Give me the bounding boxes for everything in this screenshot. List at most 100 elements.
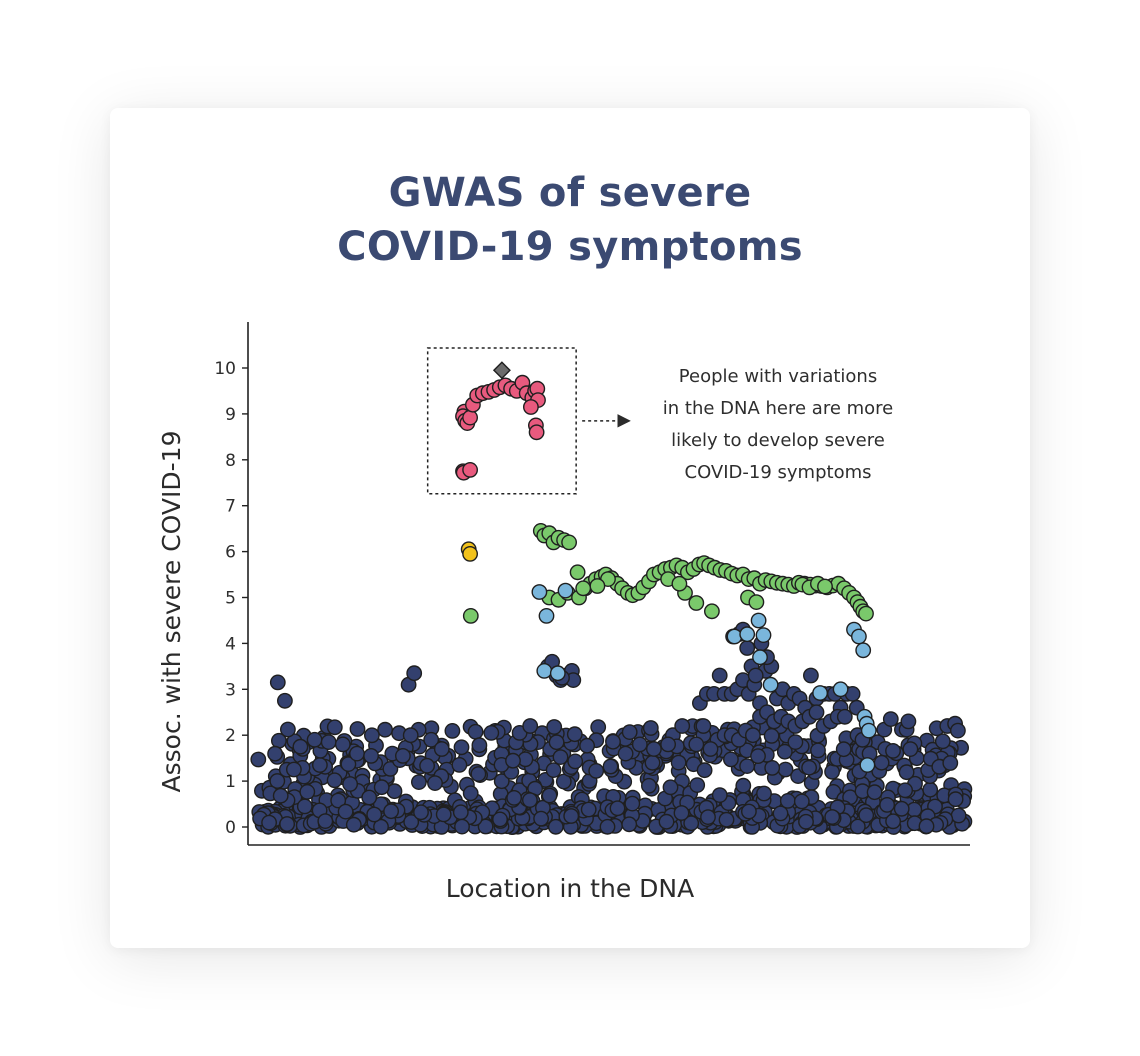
variant-point xyxy=(306,731,323,748)
variant-point xyxy=(493,773,510,790)
variant-point xyxy=(340,756,357,772)
variant-point xyxy=(900,713,917,730)
variant-point xyxy=(763,728,780,744)
variant-point xyxy=(902,741,919,757)
variant-point xyxy=(658,813,675,830)
variant-point xyxy=(349,745,365,762)
variant-point xyxy=(660,736,676,753)
y-tick-label: 4 xyxy=(225,634,236,654)
annotation-line-3: likely to develop severe xyxy=(671,430,885,451)
light_blue-point xyxy=(860,722,877,739)
y-tick-label: 3 xyxy=(225,680,236,700)
light_blue-point xyxy=(762,676,779,693)
variant-point xyxy=(695,718,712,734)
variant-point xyxy=(617,745,634,762)
y-axis-label: Assoc. with severe COVID-19 xyxy=(157,431,186,793)
variant-point xyxy=(723,751,739,768)
variant-point xyxy=(798,813,814,830)
variant-point xyxy=(688,736,705,753)
variant-point xyxy=(599,818,616,835)
pink-point xyxy=(528,424,545,441)
variant-point xyxy=(696,762,713,779)
variant-point xyxy=(402,727,419,744)
variant-point xyxy=(825,784,842,800)
variant-point xyxy=(462,785,479,802)
variant-point xyxy=(764,760,781,776)
variant-point xyxy=(605,733,621,750)
variant-point xyxy=(777,761,794,778)
variant-point xyxy=(641,777,657,794)
variant-point xyxy=(810,742,826,759)
variant-point xyxy=(373,818,389,835)
variant-point xyxy=(555,773,572,790)
variant-point xyxy=(299,784,316,800)
yellow-point xyxy=(462,546,478,562)
light_blue-point xyxy=(739,626,756,643)
variant-point xyxy=(739,640,756,656)
variant-point xyxy=(406,665,423,682)
variant-point xyxy=(866,784,883,801)
variant-point xyxy=(292,738,309,755)
variant-point xyxy=(631,736,648,753)
variant-point xyxy=(506,790,522,806)
variant-point xyxy=(366,806,383,823)
variant-point xyxy=(317,813,334,829)
light_blue-point xyxy=(750,612,767,629)
variant-point xyxy=(250,751,267,768)
variant-point xyxy=(689,777,706,793)
variant-point xyxy=(934,733,951,750)
variant-point xyxy=(471,737,488,754)
green-point xyxy=(858,605,874,622)
light_blue-point xyxy=(538,608,555,624)
variant-point xyxy=(522,792,538,808)
x-axis-label: Location in the DNA xyxy=(446,874,694,903)
variant-point xyxy=(267,745,283,762)
variant-point xyxy=(505,752,521,769)
variant-point xyxy=(330,792,347,809)
variant-point xyxy=(898,764,915,781)
variant-point xyxy=(279,816,295,832)
green-point xyxy=(569,564,586,581)
pink-point xyxy=(462,409,478,426)
annotation-line-4: COVID-19 symptoms xyxy=(685,462,872,483)
green-point xyxy=(817,578,833,595)
variant-point xyxy=(858,807,875,824)
green-point xyxy=(589,578,606,594)
annotation-line-1: People with variations xyxy=(679,366,877,387)
variant-point xyxy=(296,798,313,815)
y-tick-label: 6 xyxy=(225,543,236,563)
light_blue-point xyxy=(755,627,772,643)
variant-point xyxy=(269,773,286,789)
variant-point xyxy=(452,804,469,821)
variant-point xyxy=(394,748,411,764)
variant-point xyxy=(621,816,638,833)
variant-point xyxy=(419,757,435,774)
variant-point xyxy=(950,722,966,739)
variant-point xyxy=(326,772,343,789)
variant-point xyxy=(311,757,328,773)
variant-point xyxy=(779,793,796,809)
chart-title-line-1: GWAS of severe xyxy=(388,170,752,216)
light_blue-point xyxy=(752,649,768,666)
y-tick-label: 8 xyxy=(225,451,236,471)
variant-point xyxy=(756,785,772,802)
variant-point xyxy=(801,759,817,776)
y-tick-label: 10 xyxy=(214,359,236,379)
variant-point xyxy=(702,741,719,757)
variant-point xyxy=(320,734,337,750)
variant-point xyxy=(377,721,393,738)
light_blue-point xyxy=(531,584,548,600)
variant-point xyxy=(337,803,354,820)
variant-point xyxy=(363,727,380,744)
light_blue-point xyxy=(812,685,828,701)
variant-point xyxy=(444,723,461,739)
variant-point xyxy=(741,803,757,820)
variant-point xyxy=(718,811,735,828)
variant-point xyxy=(492,811,508,828)
light_blue-point xyxy=(726,628,743,645)
variant-point xyxy=(711,667,728,684)
variant-point xyxy=(602,758,619,775)
variant-point xyxy=(453,739,470,756)
variant-point xyxy=(261,814,277,831)
variant-point xyxy=(383,803,399,820)
